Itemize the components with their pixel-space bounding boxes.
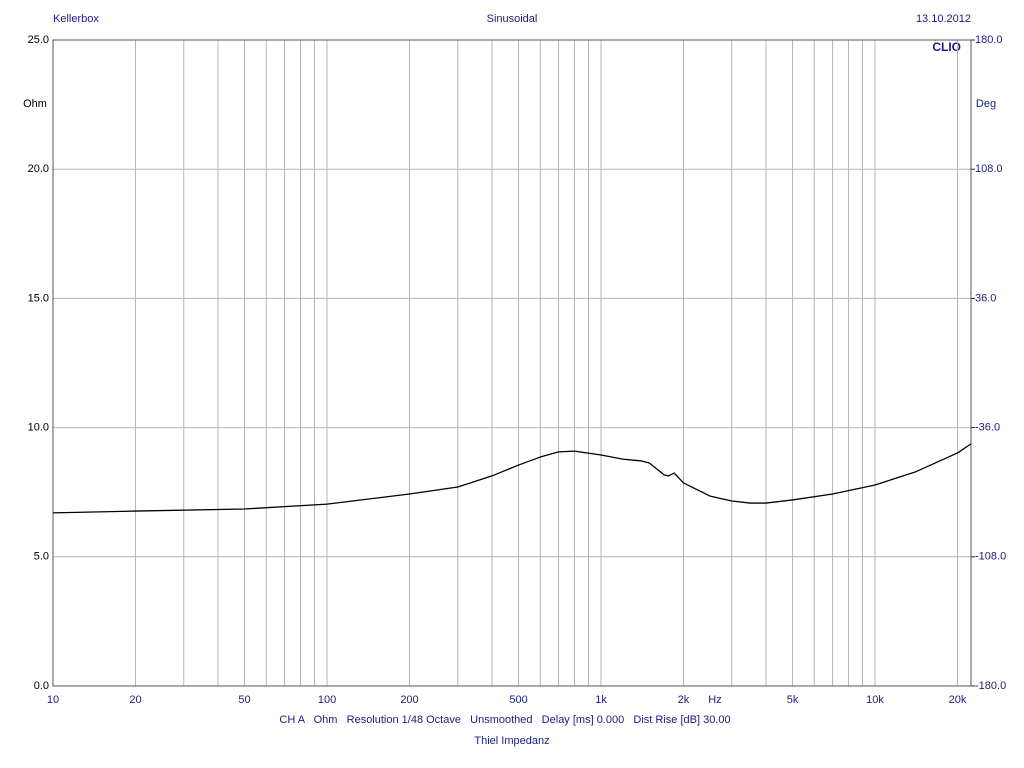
y-tick-label: 25.0 — [28, 34, 49, 46]
y2-tick-label: -36.0 — [975, 422, 1000, 434]
header-right: 13.10.2012 — [916, 13, 971, 25]
x-tick-label: 5k — [787, 694, 799, 706]
y-tick-label: 0.0 — [34, 680, 49, 692]
y-tick-label: 5.0 — [34, 551, 49, 563]
x-tick-label: 1k — [595, 694, 607, 706]
x-tick-label: 10k — [866, 694, 884, 706]
brand: CLIO — [932, 40, 961, 54]
x-tick-label: 10 — [47, 694, 59, 706]
x-tick-label: 20 — [129, 694, 141, 706]
plot-border — [52, 39, 972, 687]
x-tick-label: 200 — [400, 694, 418, 706]
y2-tick-label: -180.0 — [975, 680, 1006, 692]
x-tick-label: 100 — [318, 694, 336, 706]
x-axis-unit: Hz — [708, 694, 721, 706]
y2-tick-label: 180.0 — [975, 34, 1003, 46]
y2-axis-unit: Deg — [976, 98, 996, 110]
footer-info: CH A Ohm Resolution 1/48 Octave Unsmooth… — [279, 714, 730, 726]
caption: Thiel Impedanz — [474, 735, 549, 747]
y2-tick-label: 108.0 — [975, 163, 1003, 175]
x-tick-label: 500 — [509, 694, 527, 706]
y-tick-label: 15.0 — [28, 292, 49, 304]
y2-tick-label: -108.0 — [975, 551, 1006, 563]
y-tick-label: 20.0 — [28, 163, 49, 175]
header-left: Kellerbox — [53, 13, 99, 25]
chart-title: Sinusoidal — [487, 13, 538, 25]
x-tick-label: 50 — [238, 694, 250, 706]
impedance-line — [52, 443, 972, 514]
y-axis-unit: Ohm — [23, 98, 47, 110]
x-tick-label: 20k — [949, 694, 967, 706]
x-tick-label: 2k — [678, 694, 690, 706]
y-tick-label: 10.0 — [28, 422, 49, 434]
y2-tick-label: 36.0 — [975, 292, 996, 304]
